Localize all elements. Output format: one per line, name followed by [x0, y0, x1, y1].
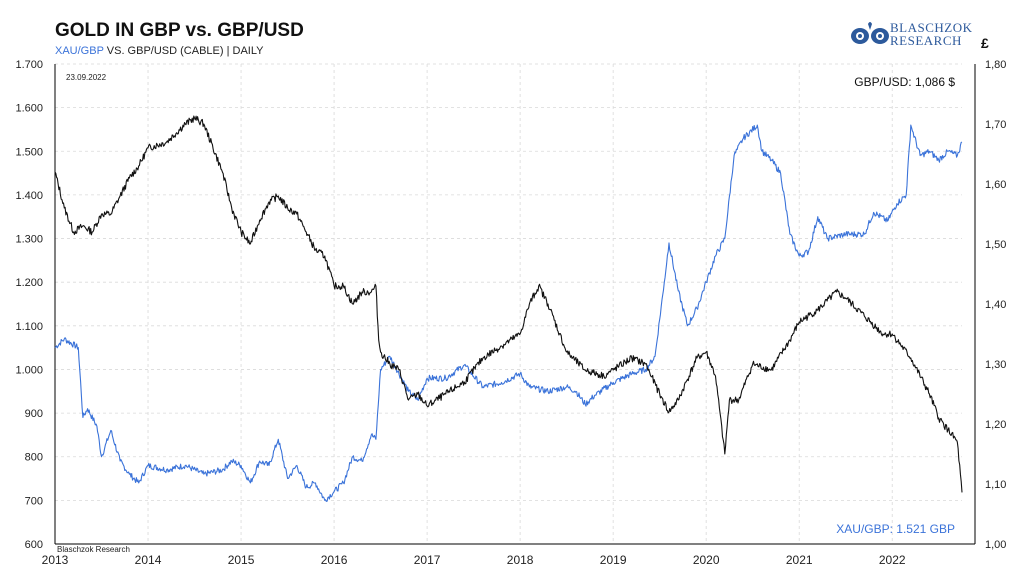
- y-left-tick-label: 1.300: [15, 234, 43, 246]
- y-left-tick-label: 1.700: [15, 59, 43, 71]
- y-left-tick-label: 1.400: [15, 190, 43, 202]
- y-right-tick-label: 1,10: [985, 479, 1006, 491]
- subtitle-text: VS. GBP/USD (CABLE) | DAILY: [103, 45, 264, 57]
- y-left-tick-label: 1.000: [15, 364, 43, 376]
- y-left-tick-label: 1.200: [15, 277, 43, 289]
- x-tick-label: 2019: [600, 553, 627, 567]
- y-right-tick-label: 1,00: [985, 539, 1006, 551]
- right-axis-unit: £: [981, 35, 989, 51]
- x-tick-label: 2015: [228, 553, 255, 567]
- series-line-gbp-usd: [54, 115, 963, 493]
- y-left-tick-label: 1.500: [15, 146, 43, 158]
- y-right-tick-label: 1,40: [985, 299, 1006, 311]
- brand-logo: [851, 22, 889, 44]
- y-left-tick-label: 900: [25, 408, 43, 420]
- y-right-tick-label: 1,30: [985, 359, 1006, 371]
- y-right-tick-label: 1,80: [985, 59, 1006, 71]
- source-note: Blaschzok Research: [57, 545, 130, 554]
- chart-subtitle: XAU/GBP VS. GBP/USD (CABLE) | DAILY: [55, 45, 263, 57]
- y-left-tick-label: 1.100: [15, 321, 43, 333]
- x-tick-label: 2020: [693, 553, 720, 567]
- x-tick-label: 2022: [879, 553, 906, 567]
- date-annotation: 23.09.2022: [66, 73, 107, 82]
- gbp-usd-value-label: GBP/USD: 1,086 $: [854, 75, 955, 89]
- x-tick-label: 2018: [507, 553, 534, 567]
- subtitle-series-name: XAU/GBP: [55, 45, 104, 57]
- owl-icon: [851, 22, 889, 44]
- chart-title: GOLD IN GBP vs. GBP/USD: [55, 20, 304, 41]
- series-line-xau-gbp: [54, 124, 963, 502]
- x-tick-label: 2016: [321, 553, 348, 567]
- x-tick-label: 2014: [135, 553, 162, 567]
- y-right-tick-label: 1,60: [985, 179, 1006, 191]
- x-tick-label: 2013: [42, 553, 69, 567]
- y-left-tick-label: 700: [25, 495, 43, 507]
- y-right-tick-label: 1,20: [985, 419, 1006, 431]
- x-tick-label: 2017: [414, 553, 441, 567]
- y-right-tick-label: 1,50: [985, 239, 1006, 251]
- y-right-tick-label: 1,70: [985, 119, 1006, 131]
- y-left-tick-label: 600: [25, 539, 43, 551]
- brand-line-2: RESEARCH: [890, 33, 962, 48]
- brand-name: BLASCHZOK RESEARCH: [890, 21, 973, 47]
- y-left-tick-label: 1.600: [15, 103, 43, 115]
- brand-line-1: BLASCHZOK: [890, 20, 973, 35]
- x-tick-label: 2021: [786, 553, 813, 567]
- xau-gbp-value-label: XAU/GBP: 1.521 GBP: [836, 522, 955, 536]
- y-left-tick-label: 800: [25, 452, 43, 464]
